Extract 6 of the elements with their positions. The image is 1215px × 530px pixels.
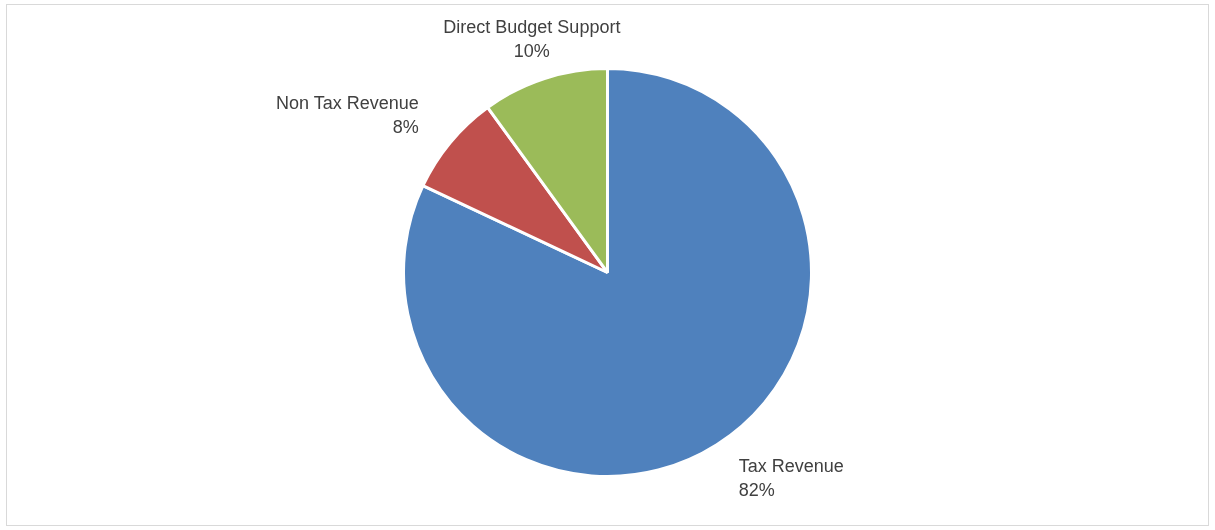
data-label: 10% (513, 40, 550, 61)
slice-label: Non Tax Revenue (276, 93, 419, 114)
slice-label: Tax Revenue (738, 456, 844, 477)
slice-label: Direct Budget Support (443, 16, 621, 37)
data-label: 82% (738, 480, 775, 501)
data-label: 8% (392, 117, 419, 138)
